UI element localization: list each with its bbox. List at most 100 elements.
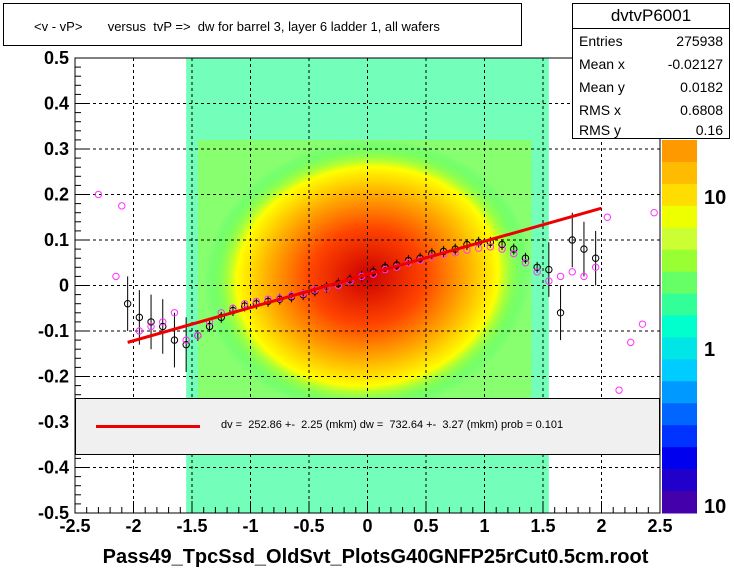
x-tick-label: 0.5: [413, 516, 438, 536]
profile-series: [94, 190, 658, 394]
y-tick-label: 0: [59, 276, 69, 296]
color-scale-step: [662, 271, 697, 295]
stats-histogram-name: dvtvP6001: [573, 4, 729, 29]
color-scale-step: [662, 205, 697, 229]
data-point: [591, 254, 600, 262]
stats-row-rms-y: RMS y 0.16: [579, 119, 723, 141]
legend-fit-text: dv = 252.86 +- 2.25 (mkm) dw = 732.64 +-…: [221, 419, 564, 431]
data-point: [498, 245, 506, 253]
data-point: [123, 300, 132, 308]
data-point: [486, 243, 495, 251]
stats-value: -0.02127: [667, 56, 723, 72]
stats-row-mean-y: Mean y 0.0182: [579, 76, 723, 98]
y-tick-label: 0.1: [44, 230, 69, 250]
data-point: [650, 209, 658, 217]
data-point: [521, 254, 530, 262]
data-point: [170, 309, 179, 317]
stats-row-rms-x: RMS x 0.6808: [579, 99, 723, 121]
data-point: [568, 236, 576, 244]
data-point: [580, 272, 588, 281]
color-scale-step: [662, 249, 697, 273]
data-point: [147, 318, 155, 326]
stats-value: 275938: [676, 33, 723, 49]
color-scale-step: [662, 183, 697, 207]
data-point: [568, 268, 576, 276]
x-tick-label: 2: [596, 516, 606, 536]
stats-value: 0.6808: [680, 102, 723, 118]
x-tick-label: 2.5: [647, 516, 672, 536]
color-scale-step: [662, 337, 697, 360]
data-point: [603, 213, 612, 221]
fit-line: [127, 206, 602, 344]
data-point: [627, 338, 635, 347]
data-point: [580, 245, 588, 253]
x-tick-label: -2.5: [59, 516, 90, 536]
data-point: [510, 245, 518, 253]
fit-legend: dv = 252.86 +- 2.25 (mkm) dw = 732.64 +-…: [75, 398, 660, 455]
color-scale-step: [662, 447, 697, 470]
stats-label: Entries: [579, 33, 623, 49]
data-point: [545, 265, 553, 274]
stats-label: RMS x: [579, 102, 621, 118]
color-scale: 10 1 10: [662, 140, 726, 518]
stats-row-entries: Entries 275938: [579, 30, 723, 52]
color-scale-label: 10: [704, 496, 726, 518]
data-point: [159, 318, 167, 326]
stats-box: dvtvP6001 Entries 275938 Mean x -0.02127…: [572, 3, 730, 139]
y-tick-label: -0.3: [38, 412, 69, 432]
data-point: [474, 244, 483, 252]
axes: -2.5 -2 -1.5 -1 -0.5 0 0.5 1 1.5 2 2.5 -0.5 -0.4 -0.3…: [38, 48, 673, 568]
data-point: [182, 340, 190, 349]
color-scale-step: [662, 161, 697, 185]
data-point: [135, 313, 144, 322]
data-point: [556, 309, 565, 317]
data-point: [591, 263, 600, 271]
data-point: [556, 272, 565, 281]
fit-line: [127, 206, 602, 344]
data-point: [638, 320, 647, 328]
stats-value: 0.16: [695, 122, 723, 138]
y-tick-label: -0.5: [38, 503, 69, 523]
data-point: [147, 322, 155, 331]
y-tick-label: -0.2: [38, 367, 69, 387]
stats-row-mean-x: Mean x -0.02127: [579, 53, 723, 75]
heatmap-band: [186, 58, 549, 513]
data-point: [170, 336, 179, 344]
color-scale-step: [662, 403, 697, 426]
stats-label: RMS y: [579, 122, 621, 138]
data-point: [521, 259, 530, 267]
x-tick-label: 0: [362, 516, 372, 536]
color-scale-step: [662, 491, 697, 514]
data-point: [533, 263, 541, 271]
y-tick-label: 0.4: [44, 94, 69, 114]
data-point: [240, 300, 249, 308]
x-tick-label: -1: [242, 516, 258, 536]
data-point: [135, 327, 144, 335]
data-point: [112, 272, 120, 281]
color-scale-step: [662, 359, 697, 382]
x-tick-label: 1: [479, 516, 489, 536]
color-scale-step: [662, 315, 697, 338]
data-point: [118, 202, 126, 210]
data-point: [205, 322, 214, 331]
color-scale-step: [662, 227, 697, 251]
y-tick-label: 0.3: [44, 139, 69, 159]
color-scale-label: 10: [704, 187, 726, 209]
data-point: [510, 249, 518, 258]
y-tick-label: -0.1: [38, 321, 69, 341]
color-scale-step: [662, 293, 697, 317]
plot-title-box: <v - vP> versus tvP => dw for barrel 3, …: [3, 3, 522, 46]
data-point: [159, 322, 167, 331]
color-scale-step: [662, 469, 697, 492]
data-point: [94, 190, 103, 199]
data-point: [615, 386, 623, 394]
data-point: [194, 331, 202, 340]
x-tick-label: -2: [125, 516, 141, 536]
data-point: [545, 277, 553, 285]
color-scale-label: 1: [704, 339, 715, 361]
x-tick-label: -1.5: [176, 516, 207, 536]
data-point: [182, 336, 190, 344]
color-scale-step: [662, 381, 697, 404]
y-tick-label: -0.4: [38, 458, 69, 478]
data-point: [498, 240, 506, 249]
